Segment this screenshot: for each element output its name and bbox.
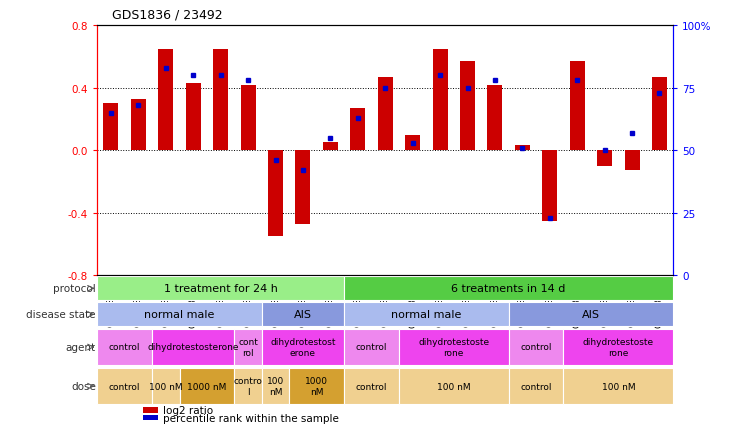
Bar xyxy=(350,108,365,151)
Bar xyxy=(268,151,283,237)
Bar xyxy=(295,151,310,224)
FancyBboxPatch shape xyxy=(289,368,344,404)
FancyBboxPatch shape xyxy=(262,329,344,365)
Text: dihydrotestoste
rone: dihydrotestoste rone xyxy=(583,338,654,357)
Text: percentile rank within the sample: percentile rank within the sample xyxy=(164,413,340,423)
Text: contro
l: contro l xyxy=(233,377,263,396)
Bar xyxy=(131,99,146,151)
Text: 100 nM: 100 nM xyxy=(437,382,470,391)
Text: normal male: normal male xyxy=(391,310,462,319)
Text: control: control xyxy=(356,343,387,352)
Text: 6 treatments in 14 d: 6 treatments in 14 d xyxy=(452,284,565,293)
Bar xyxy=(144,415,158,420)
Text: GDS1836 / 23492: GDS1836 / 23492 xyxy=(112,9,223,22)
FancyBboxPatch shape xyxy=(180,368,234,404)
Text: control: control xyxy=(109,343,141,352)
Bar xyxy=(103,104,118,151)
Text: dihydrotestosterone: dihydrotestosterone xyxy=(147,343,239,352)
FancyBboxPatch shape xyxy=(563,368,673,404)
FancyBboxPatch shape xyxy=(262,302,344,327)
Text: control: control xyxy=(356,382,387,391)
Bar xyxy=(570,62,585,151)
Bar xyxy=(323,143,338,151)
Bar xyxy=(460,62,475,151)
FancyBboxPatch shape xyxy=(152,329,234,365)
Bar xyxy=(159,49,174,151)
Bar xyxy=(186,84,200,151)
Bar xyxy=(241,85,256,151)
Text: log2 ratio: log2 ratio xyxy=(164,405,214,415)
Text: protocol: protocol xyxy=(53,284,96,293)
FancyBboxPatch shape xyxy=(97,276,344,301)
Bar xyxy=(542,151,557,221)
FancyBboxPatch shape xyxy=(234,368,262,404)
Text: dihydrotestoste
rone: dihydrotestoste rone xyxy=(418,338,489,357)
FancyBboxPatch shape xyxy=(262,368,289,404)
Text: control: control xyxy=(521,382,552,391)
Text: dose: dose xyxy=(71,381,96,391)
Text: 100 nM: 100 nM xyxy=(149,382,183,391)
Text: 100
nM: 100 nM xyxy=(267,377,284,396)
Text: control: control xyxy=(109,382,141,391)
Bar xyxy=(213,49,228,151)
Bar xyxy=(405,135,420,151)
Text: 100 nM: 100 nM xyxy=(601,382,635,391)
FancyBboxPatch shape xyxy=(344,276,673,301)
Text: AIS: AIS xyxy=(294,310,312,319)
Text: normal male: normal male xyxy=(144,310,215,319)
Text: cont
rol: cont rol xyxy=(238,338,258,357)
Text: 1000 nM: 1000 nM xyxy=(187,382,227,391)
FancyBboxPatch shape xyxy=(234,329,262,365)
FancyBboxPatch shape xyxy=(399,329,509,365)
Text: 1 treatment for 24 h: 1 treatment for 24 h xyxy=(164,284,278,293)
FancyBboxPatch shape xyxy=(97,302,262,327)
FancyBboxPatch shape xyxy=(509,329,563,365)
FancyBboxPatch shape xyxy=(563,329,673,365)
FancyBboxPatch shape xyxy=(399,368,509,404)
Bar xyxy=(378,78,393,151)
Bar xyxy=(432,49,447,151)
Text: agent: agent xyxy=(66,342,96,352)
Text: AIS: AIS xyxy=(582,310,600,319)
FancyBboxPatch shape xyxy=(344,368,399,404)
Bar xyxy=(144,407,158,413)
FancyBboxPatch shape xyxy=(344,302,509,327)
Bar xyxy=(515,146,530,151)
Bar xyxy=(652,78,667,151)
FancyBboxPatch shape xyxy=(152,368,180,404)
FancyBboxPatch shape xyxy=(509,302,673,327)
FancyBboxPatch shape xyxy=(509,368,563,404)
Bar xyxy=(488,85,503,151)
FancyBboxPatch shape xyxy=(344,329,399,365)
Bar xyxy=(625,151,640,171)
Text: 1000
nM: 1000 nM xyxy=(305,377,328,396)
FancyBboxPatch shape xyxy=(97,368,152,404)
Text: disease state: disease state xyxy=(26,310,96,319)
Text: dihydrotestost
erone: dihydrotestost erone xyxy=(270,338,336,357)
Bar xyxy=(597,151,612,166)
FancyBboxPatch shape xyxy=(97,329,152,365)
Text: control: control xyxy=(521,343,552,352)
